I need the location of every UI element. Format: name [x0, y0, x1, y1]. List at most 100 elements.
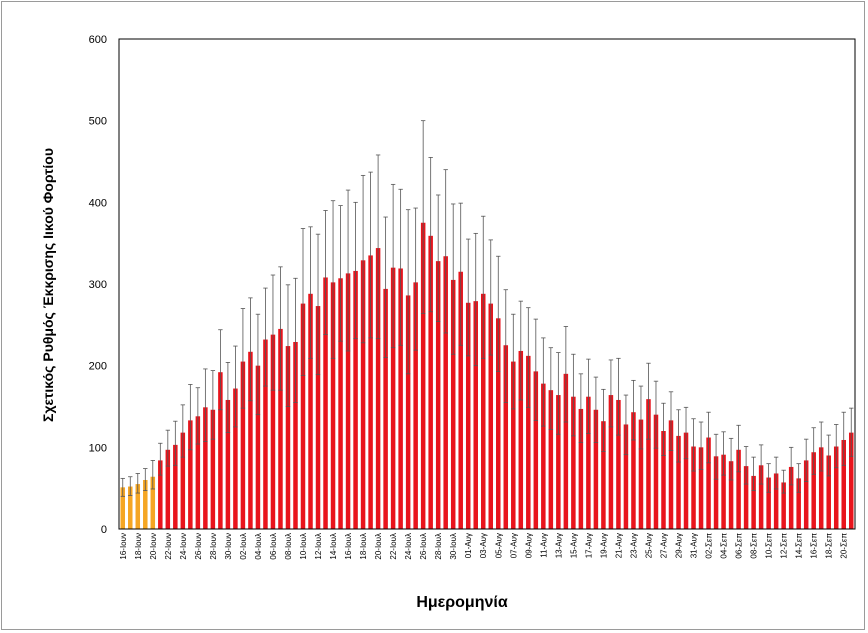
error-bar	[541, 337, 546, 427]
error-bar	[420, 120, 426, 314]
error-bar	[398, 188, 403, 346]
bar	[300, 303, 306, 529]
x-axis-title: Ημερομηνία	[416, 594, 508, 611]
error-bar	[345, 189, 351, 352]
bar	[120, 487, 126, 529]
x-tick-label: 24-Ιουν	[179, 533, 188, 560]
error-bar	[563, 326, 569, 423]
bar	[150, 476, 156, 529]
bar	[728, 461, 734, 529]
x-tick-label: 30-Ιουλ	[449, 533, 458, 560]
bar	[188, 420, 193, 529]
error-bar	[781, 469, 786, 494]
bar	[796, 478, 801, 529]
error-bar	[518, 300, 523, 401]
bar	[195, 416, 201, 529]
x-tick-label: 24-Ιουλ	[404, 533, 413, 560]
x-tick-label: 28-Ιουν	[209, 533, 218, 560]
x-tick-label: 14-Ιουλ	[329, 533, 338, 560]
error-bar	[263, 287, 268, 387]
bar	[345, 273, 351, 529]
error-bar	[593, 376, 599, 443]
error-bar	[413, 207, 418, 351]
bar	[143, 480, 148, 529]
error-bar	[165, 429, 171, 467]
error-bar	[323, 210, 328, 336]
error-bar	[608, 359, 614, 428]
error-bar	[473, 232, 478, 367]
error-bar	[571, 353, 576, 437]
x-tick-label: 22-Ιουν	[164, 533, 173, 560]
bar	[841, 439, 846, 529]
x-tick-label: 06-Ιουλ	[269, 533, 278, 560]
error-bar	[796, 463, 801, 493]
error-bar	[443, 169, 448, 334]
bar	[826, 455, 831, 529]
error-bar	[330, 200, 336, 359]
error-bar	[481, 215, 486, 359]
error-bar	[248, 297, 253, 402]
bar	[548, 390, 554, 529]
error-bar	[203, 368, 208, 443]
bar	[240, 361, 246, 529]
bar	[736, 449, 741, 529]
x-tick-label: 11-Αυγ	[539, 533, 548, 558]
error-bar	[766, 463, 771, 493]
bar	[128, 486, 133, 529]
error-bar	[218, 329, 223, 411]
bar	[518, 350, 524, 529]
x-tick-label: 12-Ιουλ	[314, 533, 323, 560]
bar	[503, 345, 509, 529]
error-bar	[751, 456, 756, 492]
bar	[465, 302, 471, 529]
error-bar	[556, 352, 561, 435]
bar	[586, 396, 591, 529]
bar	[173, 444, 178, 529]
error-bar	[466, 238, 471, 357]
x-tick-label: 13-Αυγ	[554, 533, 563, 558]
error-bar	[180, 404, 186, 458]
error-bar	[405, 209, 411, 375]
x-tick-label: 14-Σεπ	[795, 533, 804, 559]
bar	[165, 449, 171, 529]
bar	[526, 355, 531, 529]
error-bar	[661, 402, 666, 456]
x-tick-label: 10-Ιουλ	[299, 533, 308, 560]
bar	[308, 293, 313, 529]
error-bar	[503, 289, 508, 403]
error-bar	[721, 431, 726, 476]
error-bar	[375, 154, 381, 340]
y-tick-label: 200	[89, 361, 107, 373]
bar	[766, 477, 771, 529]
error-bar	[435, 194, 441, 322]
error-bar	[368, 171, 373, 339]
error-bar	[255, 313, 261, 416]
bar	[293, 341, 298, 529]
bar	[353, 270, 358, 529]
y-tick-label: 300	[89, 279, 107, 291]
bar	[180, 432, 186, 529]
error-bar	[428, 157, 433, 313]
bar	[601, 421, 606, 529]
bar	[428, 235, 433, 530]
error-bar	[623, 394, 629, 456]
bar	[683, 432, 689, 529]
bar	[713, 456, 719, 529]
error-bar	[668, 391, 674, 452]
bar	[233, 388, 238, 529]
x-tick-label: 29-Αυγ	[675, 533, 684, 558]
y-tick-label: 400	[89, 197, 107, 209]
error-bar	[713, 433, 719, 480]
error-bar	[706, 411, 711, 464]
bar	[616, 399, 621, 529]
bar	[676, 435, 681, 529]
error-bar	[803, 438, 809, 483]
error-bar	[841, 411, 846, 466]
error-bar	[360, 174, 366, 344]
error-bar	[736, 424, 741, 473]
error-bar	[631, 379, 636, 441]
x-tick-label: 04-Ιουλ	[254, 533, 263, 560]
error-bar	[293, 277, 298, 403]
error-bar	[195, 387, 201, 445]
bar	[803, 460, 809, 529]
